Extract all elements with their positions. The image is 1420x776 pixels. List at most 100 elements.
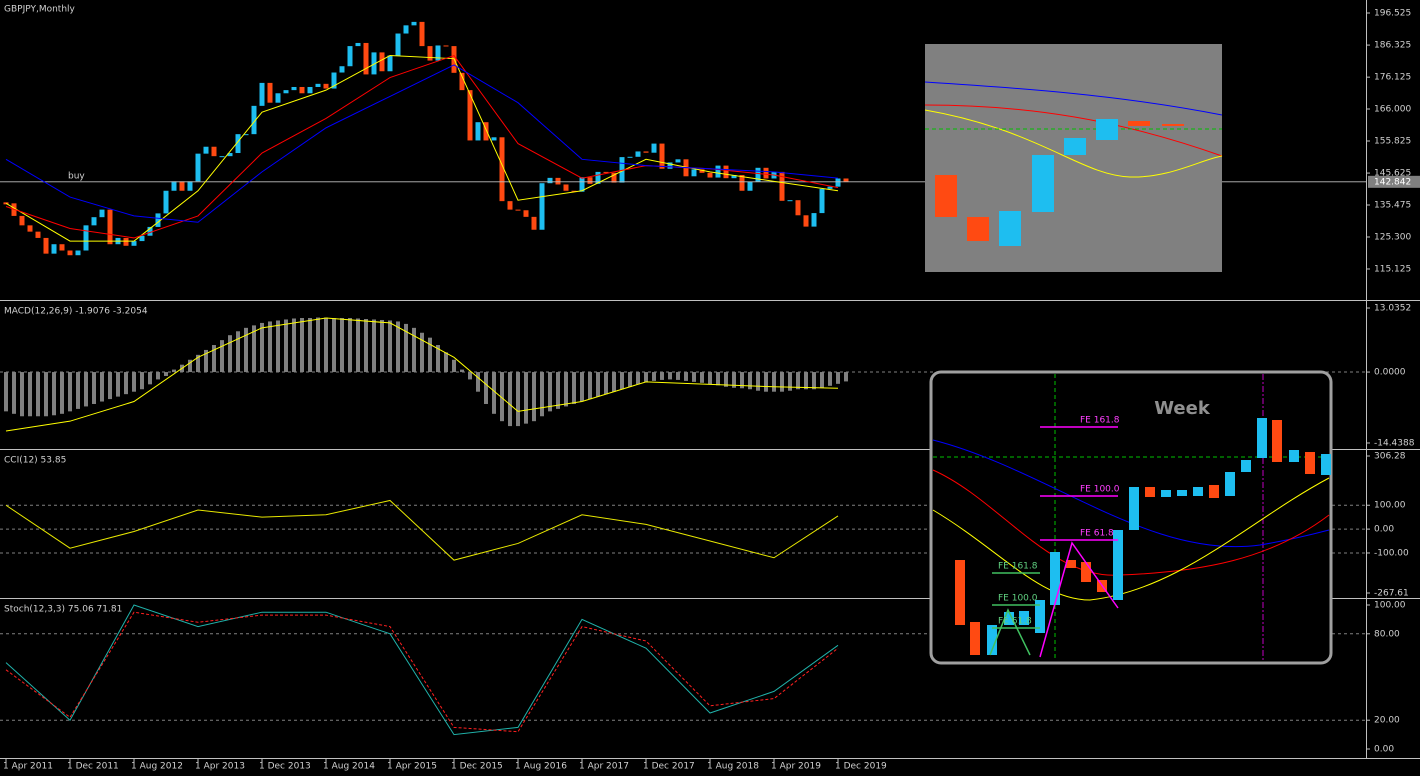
- candle: [811, 213, 817, 227]
- macd-bar: [324, 317, 328, 373]
- macd-bar: [516, 372, 520, 427]
- x-tick-label: 1 Dec 2013: [259, 762, 311, 772]
- candle: [251, 105, 257, 135]
- y-tick-label: 196.525: [1374, 9, 1411, 19]
- candle: [419, 21, 425, 47]
- candle: [59, 244, 65, 251]
- candle: [555, 177, 561, 185]
- macd-bar: [620, 372, 624, 390]
- macd-bar: [844, 372, 848, 382]
- inset-candle: [1113, 530, 1123, 600]
- candle: [427, 46, 433, 61]
- x-tick-label: 1 Dec 2017: [643, 762, 695, 772]
- candle: [307, 86, 313, 94]
- candle: [331, 72, 337, 89]
- x-tick-label: 1 Dec 2019: [835, 762, 887, 772]
- candle: [235, 134, 241, 154]
- y-tick-label: 115.125: [1374, 264, 1411, 274]
- candle: [507, 201, 513, 210]
- macd-bar: [236, 331, 240, 373]
- inset-candle: [1019, 611, 1029, 625]
- macd-bar: [52, 372, 56, 416]
- macd-bar: [676, 372, 680, 380]
- inset-candle: [1096, 119, 1118, 140]
- candle: [523, 210, 529, 217]
- macd-bar: [644, 372, 648, 382]
- candle: [219, 156, 225, 158]
- candle: [291, 86, 297, 91]
- indicator-line: [5, 611, 839, 733]
- y-tick-label: 155.825: [1374, 136, 1411, 146]
- candle: [779, 171, 785, 201]
- candle: [827, 186, 833, 189]
- macd-bar: [708, 372, 712, 385]
- macd-bar: [332, 318, 336, 373]
- candle: [747, 181, 753, 191]
- macd-bar: [284, 319, 288, 373]
- y-tick-label: 100.00: [1374, 501, 1406, 511]
- inset-candle: [1289, 450, 1299, 462]
- candle: [635, 151, 641, 157]
- macd-bar: [572, 372, 576, 404]
- candle: [675, 159, 681, 163]
- y-tick-label: 145.625: [1374, 169, 1411, 179]
- inset-candle: [1161, 490, 1171, 497]
- candle: [547, 177, 553, 184]
- macd-bar: [196, 354, 200, 373]
- macd-bar: [772, 372, 776, 392]
- inset-candle: [1225, 472, 1235, 496]
- macd-bar: [812, 372, 816, 390]
- macd-bar: [500, 372, 504, 422]
- candle: [571, 190, 577, 192]
- macd-bar: [700, 372, 704, 383]
- macd-bar: [116, 372, 120, 397]
- x-tick-label: 1 Aug 2016: [515, 762, 567, 772]
- macd-bar: [372, 319, 376, 373]
- macd-bar: [36, 372, 40, 417]
- candle: [395, 33, 401, 56]
- x-tick-label: 1 Apr 2019: [771, 762, 821, 772]
- macd-bar: [804, 372, 808, 390]
- x-tick-label: 1 Aug 2014: [323, 762, 375, 772]
- macd-bar: [100, 372, 104, 402]
- pane-title: MACD(12,26,9) -1.9076 -3.2054: [4, 307, 148, 317]
- candle: [27, 225, 33, 232]
- x-tick-label: 1 Dec 2011: [67, 762, 119, 772]
- y-tick-label: -267.61: [1374, 588, 1409, 598]
- macd-bar: [276, 320, 280, 373]
- macd-bar: [188, 359, 192, 373]
- inset-line: [932, 439, 1330, 548]
- candle: [371, 52, 377, 75]
- macd-bar: [108, 372, 112, 400]
- inset-candle: [1241, 460, 1251, 472]
- candle: [539, 183, 545, 230]
- macd-bar: [636, 372, 640, 385]
- macd-bar: [20, 372, 24, 417]
- price-tag-label: 142.842: [1374, 177, 1411, 187]
- candle: [203, 146, 209, 154]
- macd-bar: [556, 372, 560, 409]
- inset-candle: [1193, 487, 1203, 496]
- macd-bar: [268, 321, 272, 373]
- candle: [491, 137, 497, 141]
- candle: [187, 181, 193, 191]
- macd-bar: [308, 318, 312, 373]
- macd-bar: [796, 372, 800, 390]
- candle: [315, 83, 321, 87]
- candle: [515, 209, 521, 211]
- pane-title: Stoch(12,3,3) 75.06 71.81: [4, 605, 122, 615]
- macd-bar: [4, 372, 8, 412]
- candle: [339, 66, 345, 73]
- macd-bar: [428, 337, 432, 373]
- candle: [579, 177, 585, 192]
- inset-candle: [1128, 121, 1150, 126]
- macd-bar: [748, 372, 752, 390]
- candle: [459, 72, 465, 91]
- x-tick-label: 1 Apr 2011: [3, 762, 53, 772]
- macd-bar: [540, 372, 544, 417]
- candle: [51, 244, 57, 254]
- candle: [755, 167, 761, 182]
- candle: [627, 156, 633, 158]
- macd-bar: [524, 372, 528, 424]
- macd-bar: [316, 317, 320, 373]
